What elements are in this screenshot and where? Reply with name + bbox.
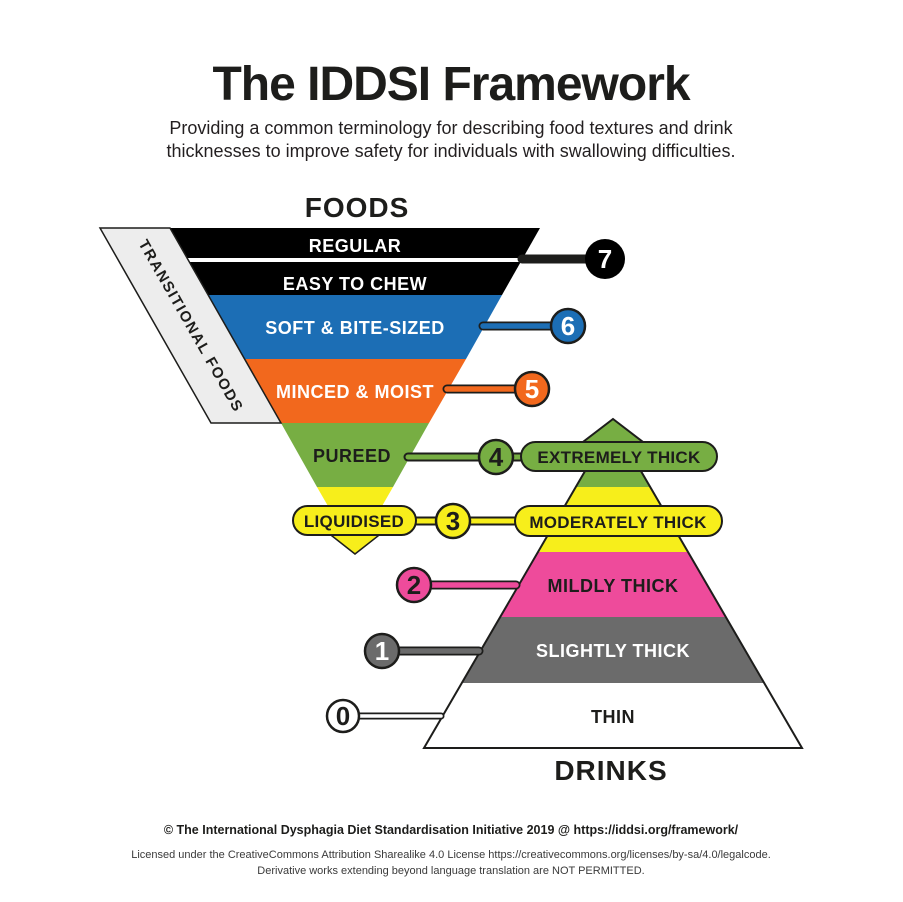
drinks-heading: DRINKS [554,755,667,786]
page-subtitle-line1: Providing a common terminology for descr… [169,118,733,138]
footer: © The International Dysphagia Diet Stand… [131,823,771,877]
level0-badge [325,698,361,734]
footer-copyright: © The International Dysphagia Diet Stand… [164,823,739,837]
page-title: The IDDSI Framework [212,58,690,111]
easy-to-chew-label: EASY TO CHEW [283,274,427,294]
foods-band-level6 [208,295,502,359]
level7-badge-number: 7 [598,244,612,274]
extremely-thick-pill [520,441,718,472]
transitional-foods-shape [98,227,283,424]
level-badges: 7 6 5 4 3 2 1 0 [325,239,625,734]
mildly-thick-label: MILDLY THICK [547,576,678,596]
soft-bite-sized-label: SOFT & BITE-SIZED [265,318,445,338]
pureed-label: PUREED [313,446,391,466]
band-labels: REGULAR EASY TO CHEW SOFT & BITE-SIZED M… [265,236,707,727]
level4-badge [477,438,515,476]
drinks-band-level2 [500,552,726,617]
level1-badge-number: 1 [375,636,389,666]
thin-label: THIN [591,707,635,727]
extremely-thick-label: EXTREMELY THICK [537,448,701,467]
level7-badge [585,239,625,279]
foods-heading: FOODS [305,192,410,223]
level1-badge [363,632,401,670]
page-subtitle-line2: thicknesses to improve safety for indivi… [167,141,736,161]
level3-badge [434,502,472,540]
drinks-band-level1 [462,617,764,683]
moderately-thick-pill [514,505,723,537]
level6-badge-number: 6 [561,311,575,341]
footer-derivative-note: Derivative works extending beyond langua… [257,865,644,877]
level6-badge [549,307,587,345]
level7-divider-line [188,258,522,262]
drinks-band-level0 [424,683,802,748]
label-pills [292,441,723,537]
footer-license: Licensed under the CreativeCommons Attri… [131,849,771,861]
level-connectors [354,254,592,720]
level2-badge [395,566,433,604]
level4-badge-number: 4 [489,442,504,472]
liquidised-label: LIQUIDISED [304,512,404,531]
level5-badge-number: 5 [525,374,539,404]
liquidised-pill [292,505,417,536]
slightly-thick-label: SLIGHTLY THICK [536,641,690,661]
level2-badge-number: 2 [407,570,421,600]
minced-moist-label: MINCED & MOIST [276,382,434,402]
foods-funnel [170,228,540,555]
moderately-thick-label: MODERATELY THICK [529,513,707,532]
foods-band-level5 [244,359,466,423]
level5-badge [513,370,551,408]
foods-band-level4 [281,423,429,487]
level0-badge-number: 0 [336,701,350,731]
level3-badge-number: 3 [446,506,460,536]
regular-label: REGULAR [309,236,402,256]
